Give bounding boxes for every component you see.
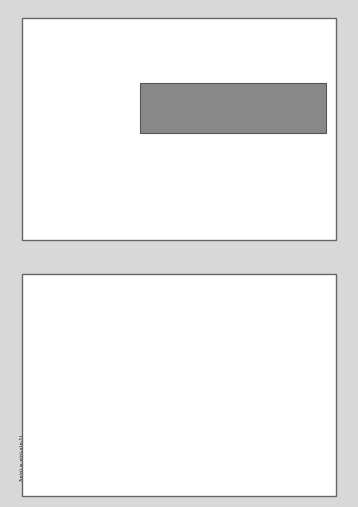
- Text: Application to motion estimation  (introduction): Application to motion estimation (introd…: [43, 188, 234, 197]
- Text: Thomas Wiegand, Heinrich-Hertz-Institut: Thomas Wiegand, Heinrich-Hertz-Institut: [177, 112, 290, 117]
- Y-axis label: x(n): x(n): [31, 388, 44, 393]
- Text: Differential Pulse Code Modulation: Differential Pulse Code Modulation: [76, 32, 282, 43]
- Text: DPCM distortions: DPCM distortions: [43, 121, 111, 130]
- Text: General block diagram: General block diagram: [43, 77, 135, 86]
- Text: Inald Lagendijk, Delft University of Technology: Inald Lagendijk, Delft University of Tec…: [170, 100, 297, 105]
- Text: Lossless coding scheme: Lossless coding scheme: [43, 166, 139, 175]
- Text: Introduction: Introduction: [43, 54, 91, 63]
- Text: DPCM: DPCM: [162, 46, 196, 56]
- Text: First technique of image coding (~1952): First technique of image coding (~1952): [44, 300, 199, 309]
- Text: Introduction DPCM (1): Introduction DPCM (1): [117, 284, 241, 295]
- Text: Examples: Examples: [43, 143, 82, 153]
- Text: Thanks for material provided: Thanks for material provided: [182, 89, 285, 94]
- Text: Bi-dimensional prediction: Bi-dimensional prediction: [43, 99, 145, 108]
- Y-axis label: Δx(n) = x(n)-x(n-1): Δx(n) = x(n)-x(n-1): [20, 434, 25, 481]
